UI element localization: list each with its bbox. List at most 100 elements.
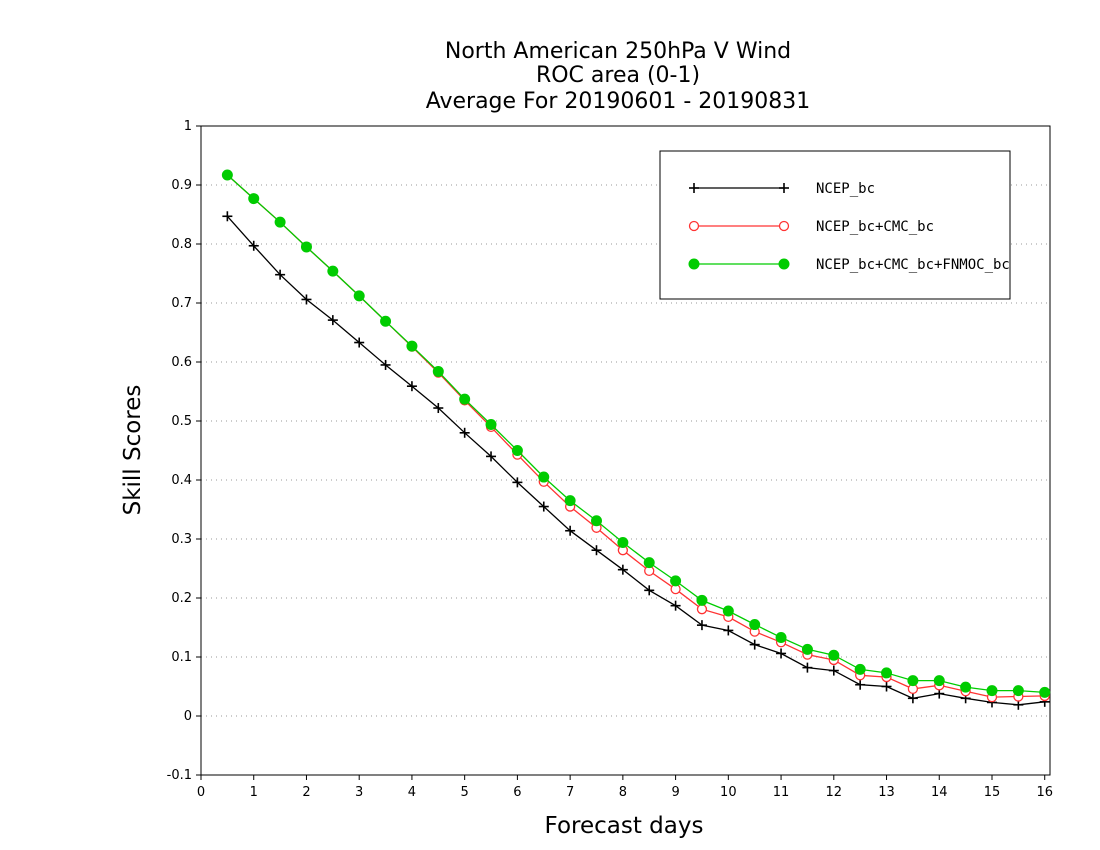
x-tick-label: 13 <box>878 785 895 800</box>
data-point <box>591 545 602 556</box>
data-point <box>854 663 866 675</box>
x-tick-label: 7 <box>566 785 574 800</box>
data-point <box>802 662 813 673</box>
data-point <box>907 693 918 704</box>
x-tick-label: 12 <box>826 785 843 800</box>
data-point <box>1039 686 1051 698</box>
y-tick-label: 0.5 <box>171 414 192 429</box>
y-tick-label: 1 <box>184 119 192 134</box>
x-tick-label: 1 <box>250 785 258 800</box>
chart-title: North American 250hPa V Wind ROC area (0… <box>426 39 811 114</box>
data-point <box>696 620 707 631</box>
y-tick-label: 0.1 <box>171 650 192 665</box>
legend-item-2: NCEP_bc+CMC_bc <box>688 219 934 235</box>
data-point <box>301 294 312 305</box>
data-point <box>486 451 497 462</box>
data-point <box>801 643 813 655</box>
data-point <box>670 575 682 587</box>
data-point <box>565 525 576 536</box>
legend: NCEP_bc NCEP_bc+CMC_bc NCEP_bc+CMC_bc+FNMO… <box>659 150 1011 300</box>
data-point <box>432 365 444 377</box>
data-point <box>643 557 655 569</box>
data-point <box>828 665 839 676</box>
y-tick-label: -0.1 <box>167 768 192 783</box>
legend-marker <box>689 183 699 193</box>
data-point <box>538 501 549 512</box>
data-point <box>221 169 233 181</box>
data-point <box>696 594 708 606</box>
legend-item-1: NCEP_bc <box>689 181 875 197</box>
x-tick-label: 0 <box>197 785 205 800</box>
data-point <box>775 632 787 644</box>
data-point <box>986 685 998 697</box>
plot-area <box>200 125 1051 776</box>
y-tick-label: 0.9 <box>171 178 192 193</box>
x-axis: 0 1 2 3 4 5 6 7 8 9 10 11 12 13 14 15 16 <box>197 775 1053 800</box>
y-tick-label: 0.6 <box>171 355 192 370</box>
data-point <box>459 427 470 438</box>
data-point <box>406 381 417 392</box>
data-point <box>1012 685 1024 697</box>
data-point <box>617 537 629 549</box>
data-point <box>881 681 892 692</box>
x-tick-label: 3 <box>355 785 363 800</box>
data-point <box>327 265 339 277</box>
legend-marker <box>778 258 790 270</box>
x-tick-label: 8 <box>619 785 627 800</box>
data-point <box>617 564 628 575</box>
data-point <box>776 648 787 659</box>
data-point <box>248 193 260 205</box>
y-axis: -0.1 0 0.1 0.2 0.3 0.4 0.5 0.6 0.7 0.8 0.9 1 <box>167 119 201 783</box>
data-point <box>538 471 550 483</box>
x-tick-label: 9 <box>671 785 679 800</box>
data-point <box>354 337 365 348</box>
x-tick-label: 5 <box>461 785 469 800</box>
y-tick-label: 0.3 <box>171 532 192 547</box>
data-point <box>485 419 497 431</box>
data-point <box>300 241 312 253</box>
y-tick-label: 0.7 <box>171 296 192 311</box>
x-tick-label: 4 <box>408 785 416 800</box>
data-point <box>406 340 418 352</box>
legend-marker <box>778 220 790 232</box>
chart-title-line-3: Average For 20190601 - 20190831 <box>426 89 811 114</box>
y-tick-label: 0.2 <box>171 591 192 606</box>
data-point <box>933 675 945 687</box>
data-point <box>564 495 576 507</box>
x-tick-label: 16 <box>1036 785 1053 800</box>
x-tick-label: 10 <box>720 785 737 800</box>
data-point <box>670 600 681 611</box>
data-point <box>222 211 233 222</box>
legend-marker <box>779 183 789 193</box>
data-point <box>907 675 919 687</box>
series-1 <box>222 211 1050 710</box>
data-point <box>512 477 523 488</box>
y-tick-label: 0 <box>184 709 192 724</box>
legend-label: NCEP_bc+CMC_bc <box>816 219 934 235</box>
chart-title-line-1: North American 250hPa V Wind <box>445 39 791 64</box>
data-point <box>433 403 444 414</box>
data-point <box>248 240 259 251</box>
data-point <box>855 679 866 690</box>
data-point <box>696 604 708 615</box>
y-axis-label: Skill Scores <box>120 385 146 516</box>
x-axis-label: Forecast days <box>545 813 704 839</box>
data-point <box>644 585 655 596</box>
series-line <box>226 215 1045 706</box>
data-point <box>722 605 734 617</box>
legend-item-3: NCEP_bc+CMC_bc+FNMOC_bc <box>688 257 1010 273</box>
data-point <box>828 649 840 661</box>
series-3 <box>221 169 1051 698</box>
data-point <box>881 667 893 679</box>
x-tick-label: 14 <box>931 785 948 800</box>
data-point <box>274 216 286 228</box>
data-point <box>960 681 972 693</box>
data-point <box>511 445 523 456</box>
data-point <box>353 290 365 302</box>
data-point <box>380 359 391 370</box>
y-tick-label: 0.8 <box>171 237 192 252</box>
data-point <box>749 619 761 631</box>
legend-marker <box>688 258 700 270</box>
data-point <box>590 515 602 527</box>
